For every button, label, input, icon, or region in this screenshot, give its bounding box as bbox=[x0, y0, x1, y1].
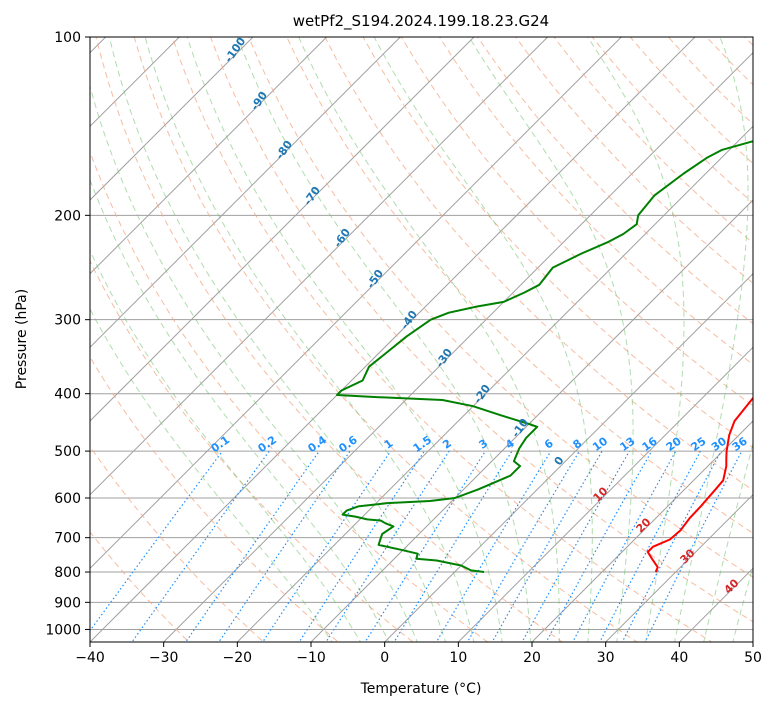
y-axis-label: Pressure (hPa) bbox=[14, 289, 30, 389]
x-tick-label: −40 bbox=[75, 650, 105, 666]
mixing-ratio-line bbox=[599, 450, 702, 642]
x-tick-label: 50 bbox=[744, 650, 762, 666]
y-tick-label: 400 bbox=[54, 387, 81, 403]
dry-adiabat bbox=[515, 37, 753, 284]
x-tick-label: −30 bbox=[149, 650, 179, 666]
mixing-ratio-line bbox=[218, 450, 351, 642]
dry-adiabat bbox=[133, 37, 638, 642]
x-tick-label: 20 bbox=[523, 650, 541, 666]
y-tick-label: 100 bbox=[54, 30, 81, 46]
dry-adiabat bbox=[756, 10, 775, 654]
mixing-ratio-line bbox=[131, 450, 270, 642]
isotherm bbox=[90, 37, 475, 422]
dry-adiabat bbox=[171, 37, 713, 642]
isotherm bbox=[90, 37, 696, 642]
y-tick-label: 800 bbox=[54, 565, 81, 581]
isotherm bbox=[531, 420, 753, 642]
y-tick-label: 1000 bbox=[45, 622, 81, 638]
mixing-ratio-line bbox=[393, 450, 513, 642]
dry-adiabat bbox=[324, 37, 753, 491]
x-tick-label: −10 bbox=[296, 650, 326, 666]
isotherm bbox=[383, 272, 753, 642]
moist-adiabat bbox=[587, 37, 685, 642]
plot-frame bbox=[89, 36, 754, 643]
chart-title: wetPf2_S194.2024.199.18.23.G24 bbox=[293, 12, 549, 31]
mixing-ratio-line bbox=[325, 450, 450, 642]
dewpoint-line bbox=[336, 140, 753, 573]
x-tick-label: 40 bbox=[670, 650, 688, 666]
moist-adiabat bbox=[674, 37, 749, 642]
dry-adiabat bbox=[90, 531, 190, 642]
dry-adiabat bbox=[286, 37, 753, 534]
isotherm bbox=[310, 199, 753, 642]
moist-adiabat bbox=[373, 37, 593, 642]
y-tick-label: 300 bbox=[54, 313, 81, 329]
dry-adiabat bbox=[362, 37, 753, 449]
x-tick-label: −20 bbox=[223, 650, 253, 666]
moist-adiabat bbox=[298, 37, 560, 642]
dry-adiabat bbox=[90, 356, 339, 642]
isotherm bbox=[457, 346, 753, 642]
y-tick-label: 500 bbox=[54, 444, 81, 460]
moist-adiabat bbox=[732, 564, 753, 642]
moist-adiabat bbox=[90, 308, 333, 642]
x-axis-label: Temperature (°C) bbox=[360, 681, 482, 697]
temperature-line bbox=[646, 396, 753, 573]
mixing-ratio-line bbox=[90, 450, 223, 632]
moist-adiabat bbox=[90, 178, 390, 642]
mixing-ratio-line bbox=[466, 450, 580, 642]
moist-adiabat bbox=[144, 37, 475, 642]
mixing-ratio-line bbox=[545, 450, 653, 642]
grid-layer bbox=[90, 10, 775, 654]
moist-adiabat bbox=[703, 441, 753, 642]
isotherm bbox=[162, 51, 753, 642]
y-tick-label: 700 bbox=[54, 531, 81, 547]
plot-background bbox=[90, 37, 753, 642]
moist-adiabat bbox=[90, 84, 418, 642]
moist-adiabat bbox=[186, 37, 503, 642]
x-tick-label: 30 bbox=[597, 650, 615, 666]
axis-ticks: −40 −30 −20 −10 0 10 20 30 40 50 1000 900 800 700 600 5… bbox=[45, 30, 762, 666]
dry-adiabat bbox=[90, 259, 414, 642]
mixing-ratio-line bbox=[435, 450, 552, 642]
moist-adiabat bbox=[237, 37, 532, 642]
y-tick-label: 600 bbox=[54, 491, 81, 507]
x-tick-label: 10 bbox=[449, 650, 467, 666]
isotherm bbox=[90, 37, 328, 275]
moist-adiabat bbox=[108, 37, 447, 642]
mixing-ratio-line bbox=[262, 450, 392, 642]
isotherm bbox=[90, 37, 402, 349]
mixing-ratio-line bbox=[298, 450, 425, 642]
moist-adiabat bbox=[468, 37, 634, 642]
isotherm bbox=[90, 37, 623, 570]
isotherm bbox=[236, 125, 753, 642]
dry-adiabat bbox=[95, 37, 564, 642]
dry-adiabat bbox=[90, 445, 265, 642]
isotherm bbox=[90, 37, 549, 496]
isotherm bbox=[604, 493, 753, 642]
dry-adiabat bbox=[90, 150, 489, 642]
mixing-ratio-line bbox=[572, 450, 677, 642]
isotherm bbox=[90, 37, 254, 201]
mixing-ratio-line bbox=[364, 450, 486, 642]
data-layer bbox=[336, 140, 753, 573]
x-tick-label: 0 bbox=[380, 650, 389, 666]
moist-adiabat bbox=[90, 249, 362, 642]
dry-adiabat bbox=[248, 37, 753, 578]
mixing-ratio-line bbox=[491, 450, 603, 642]
y-tick-label: 900 bbox=[54, 595, 81, 611]
y-tick-label: 200 bbox=[54, 208, 81, 224]
dry-adiabat bbox=[209, 37, 753, 623]
